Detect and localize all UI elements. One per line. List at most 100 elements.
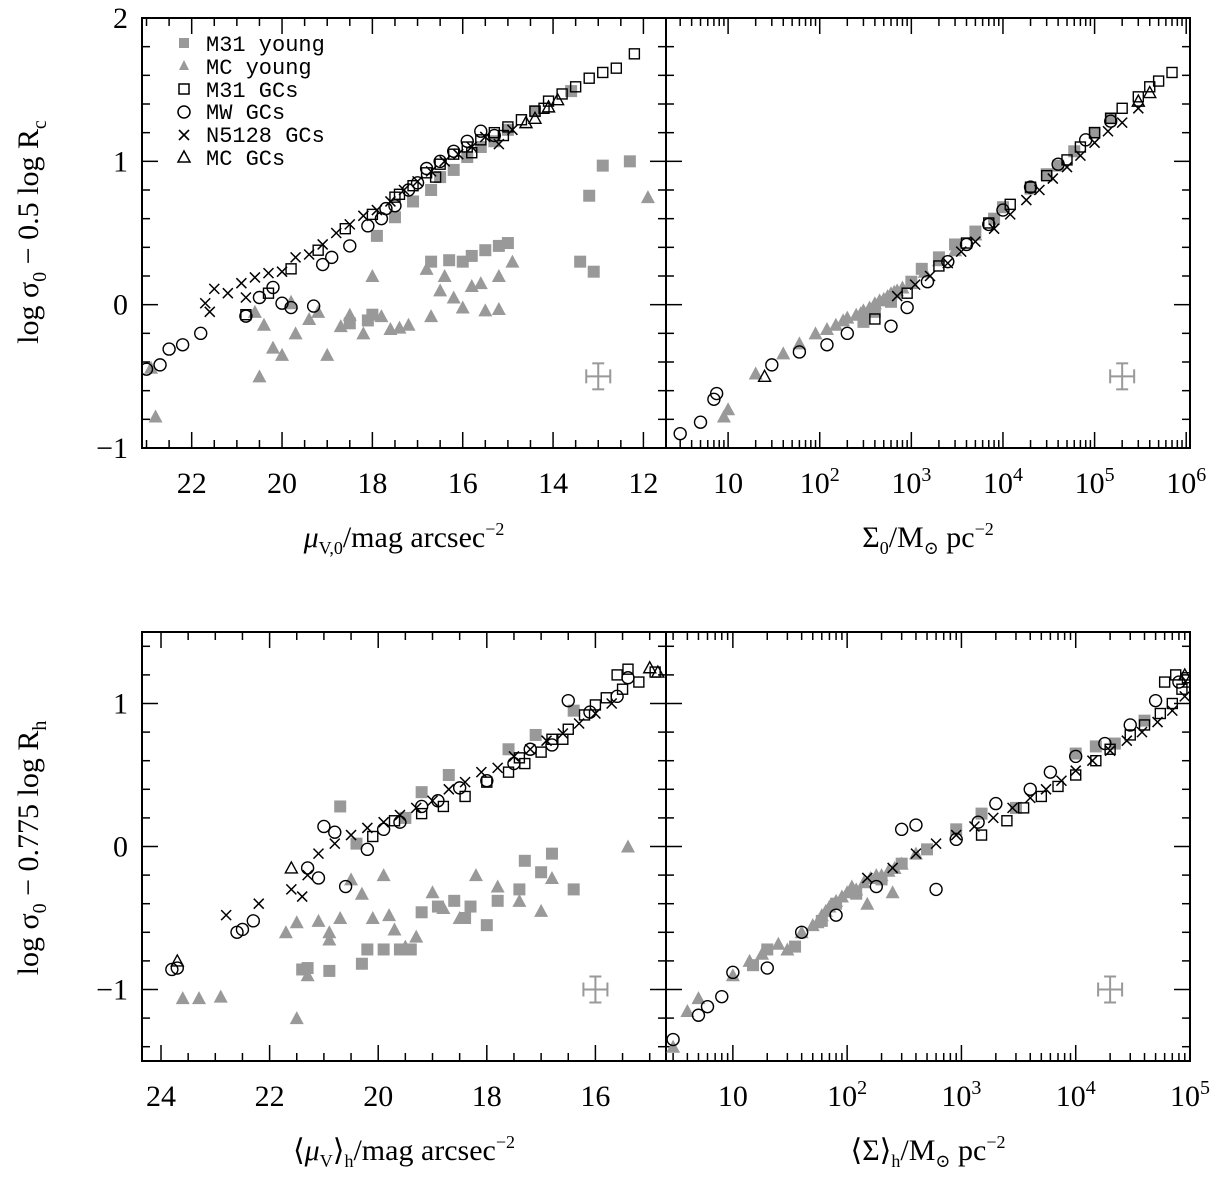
point-m31-gcs	[1017, 802, 1030, 814]
point-n5128-gcs	[302, 869, 314, 881]
x-tick-label: 10	[718, 1080, 748, 1113]
panel-bottom-right: 10 102 103 104 105	[665, 631, 1210, 1113]
point-n5128-gcs	[492, 762, 504, 774]
point-mc-young	[342, 307, 357, 321]
x-tick-label: 104	[1056, 1077, 1096, 1113]
point-mw-gcs	[884, 319, 898, 333]
point-m31-gcs	[367, 830, 379, 843]
point-mc-young	[433, 283, 448, 297]
point-m31-young	[567, 883, 580, 896]
xlabel-top-right: Σ0/M⊙ pc−2	[862, 519, 994, 558]
point-n5128-gcs	[1179, 690, 1190, 702]
point-m31-gcs	[901, 287, 913, 299]
point-mw-gcs	[142, 362, 154, 376]
point-mc-young	[828, 317, 843, 331]
point-n5128-gcs	[425, 165, 437, 177]
y-tick-label: −1	[96, 974, 128, 1007]
point-mc-young	[398, 939, 413, 953]
point-n5128-gcs	[942, 257, 954, 269]
point-mw-gcs	[235, 922, 250, 937]
bottom-ylabel: log σ0 − 0.775 log Rh	[12, 721, 51, 976]
point-mw-gcs	[982, 217, 996, 232]
point-mc-young	[437, 269, 452, 282]
xlabel-bottom-right: ⟨Σ⟩h/M⊙ pc−2	[851, 1132, 1006, 1171]
point-mw-gcs	[621, 671, 635, 685]
point-mw-gcs	[765, 358, 779, 372]
x-tick-label: 14	[538, 467, 568, 500]
point-n5128-gcs	[1047, 173, 1059, 185]
point-m31-young	[377, 943, 390, 956]
point-n5128-gcs	[887, 862, 899, 874]
point-mc-young	[213, 989, 228, 1003]
point-mc-young	[716, 409, 731, 423]
point-m31-gcs	[1090, 755, 1102, 767]
point-n5128-gcs	[439, 155, 451, 167]
y-tick-label: −1	[96, 432, 128, 465]
point-mc-gcs	[757, 368, 772, 383]
y-tick-label: 1	[113, 145, 128, 178]
point-n5128-gcs	[199, 297, 211, 309]
point-mc-gcs	[170, 953, 185, 967]
point-mc-young	[175, 991, 190, 1005]
point-mw-gcs	[700, 999, 715, 1014]
point-n5128-gcs	[541, 735, 553, 747]
point-n5128-gcs	[303, 248, 315, 261]
point-m31-young	[567, 704, 580, 717]
point-mc-young	[792, 336, 807, 350]
x-tick-label: 18	[357, 467, 387, 500]
point-n5128-gcs	[394, 809, 406, 821]
point-m31-young	[501, 237, 514, 250]
point-mw-gcs	[393, 815, 407, 829]
point-m31-young	[479, 244, 492, 257]
point-mc-young	[491, 301, 506, 315]
point-mw-gcs	[1098, 736, 1112, 751]
point-n5128-gcs	[330, 227, 342, 239]
point-mc-young	[344, 872, 359, 886]
point-m31-young	[1104, 112, 1117, 125]
point-m31-gcs	[557, 733, 569, 745]
points-layer	[165, 660, 666, 1025]
point-m31-gcs	[869, 313, 881, 325]
point-mw-gcs	[175, 338, 190, 352]
point-mc-gcs	[541, 99, 556, 113]
legend-label-mw-gcs: MW GCs	[206, 101, 285, 126]
point-mc-young	[333, 319, 348, 333]
point-mw-gcs	[760, 961, 774, 975]
x-tick-label: 10	[713, 467, 743, 500]
points-layer	[673, 66, 1178, 441]
point-mw-gcs	[446, 144, 461, 159]
x-tick-label: 18	[472, 1080, 502, 1113]
point-mc-young	[844, 879, 859, 893]
point-m31-gcs	[1132, 91, 1145, 103]
point-mw-gcs	[691, 1008, 706, 1022]
point-mw-gcs	[507, 756, 521, 771]
point-n5128-gcs	[891, 290, 903, 302]
point-mw-gcs	[300, 861, 315, 875]
point-mw-gcs	[246, 914, 261, 928]
point-mw-gcs	[894, 822, 909, 837]
point-mc-young	[365, 911, 380, 924]
point-m31-young	[501, 123, 514, 136]
point-n5128-gcs	[1102, 125, 1114, 137]
point-mc-young	[376, 868, 391, 882]
point-mc-young	[776, 346, 791, 360]
point-mc-young	[742, 953, 757, 967]
point-n5128-gcs	[969, 236, 981, 248]
point-n5128-gcs	[988, 223, 1000, 235]
point-mw-gcs	[239, 309, 253, 323]
x-tick-label: 16	[580, 1080, 610, 1113]
point-mw-gcs	[252, 290, 267, 305]
point-n5128-gcs	[1121, 735, 1133, 747]
point-mc-young	[322, 932, 337, 946]
point-m31-young	[456, 255, 469, 268]
point-mc-young	[419, 261, 434, 275]
point-m31-gcs	[975, 829, 988, 841]
point-m31-gcs	[1124, 729, 1136, 741]
point-n5128-gcs	[1007, 802, 1019, 814]
point-mc-young	[680, 1003, 695, 1017]
point-mw-gcs	[829, 908, 843, 922]
point-mw-gcs	[1172, 675, 1186, 689]
point-mc-young	[365, 269, 380, 282]
point-m31-young	[587, 265, 600, 278]
